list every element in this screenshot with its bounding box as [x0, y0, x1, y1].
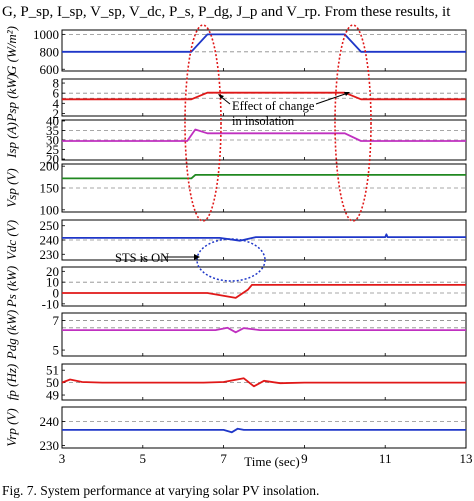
panel-4-y-tick-label: 200: [40, 159, 60, 174]
panel-3-y-tick-label: 20: [46, 152, 59, 167]
panel-2-y-tick-label: 2: [53, 106, 60, 121]
panel-7-frame: [61, 312, 467, 357]
x-tick-label: 5: [140, 451, 147, 466]
panel-9-frame: [61, 406, 467, 449]
x-axis-label: Time (sec): [244, 454, 300, 469]
panel-1-frame: [61, 29, 467, 72]
x-tick-label: 9: [301, 451, 308, 466]
insolation-ellipse-left: [184, 24, 222, 222]
panel-5-y-tick-label: 250: [40, 218, 60, 233]
insolation-arrowhead-left: [218, 94, 224, 99]
panel-1-y-tick-label: 1000: [33, 27, 59, 42]
panel-8-series-line: [61, 377, 466, 388]
panel-8-y-tick-label: 50: [46, 375, 59, 390]
panel-9-y-label: Vrp (V): [4, 408, 19, 446]
panel-3-y-tick-label: 30: [46, 133, 59, 148]
figure-caption: Fig. 7. System performance at varying so…: [2, 483, 319, 498]
panel-2-y-tick-label: 8: [53, 76, 60, 91]
sts-annotation: STS is ON: [115, 238, 266, 282]
x-axis: 3 5 7 9 11 13: [59, 451, 473, 466]
panel-6-frame: [61, 266, 467, 307]
panel-4-y-label: Vsp (V): [4, 168, 19, 207]
panel-1-y-tick-label: 600: [40, 62, 60, 77]
panel-6-y-label: Ps (kW): [4, 266, 19, 309]
panel-7-y-tick-label: 5: [53, 343, 60, 358]
panel-9-series-line: [62, 427, 466, 434]
panel-9-y-tick-label: 230: [40, 438, 60, 453]
panel-9: 230 240 Vrp (V): [4, 406, 467, 453]
panel-7-y-tick-label: 7: [53, 313, 60, 328]
insolation-arrowhead-right: [344, 92, 350, 96]
panel-8-y-label: fp (Hz): [4, 364, 19, 400]
panel-3-y-tick-label: 35: [46, 123, 59, 138]
panel-7-y-label: Pdg (kW): [4, 310, 19, 360]
insolation-annotation: Effect of change in insolation: [184, 24, 372, 222]
insolation-label: Effect of change in insolation: [232, 99, 318, 128]
panel-6-y-tick-label: -10: [42, 296, 59, 311]
x-tick-label: 11: [379, 451, 392, 466]
panel-7: 5 7 Pdg (kW): [4, 310, 467, 360]
panel-4-y-tick-label: 150: [40, 181, 60, 196]
panel-1-y-tick-label: 800: [40, 44, 60, 59]
panel-8-y-tick-label: 49: [46, 388, 59, 403]
panel-2-y-tick-label: 4: [53, 96, 60, 111]
panel-2-y-label: Psp (kW): [4, 73, 19, 122]
sts-label: STS is ON: [115, 251, 169, 265]
panel-6-y-tick-label: 20: [46, 264, 59, 279]
panel-4-y-tick-label: 100: [40, 202, 60, 217]
panel-5-y-tick-label: 240: [40, 233, 60, 248]
sts-arrowhead: [194, 254, 200, 260]
panel-6-y-tick-label: 0: [53, 286, 60, 301]
panel-5-y-label: Vdc (V): [4, 220, 19, 260]
panel-9-y-tick-label: 240: [40, 414, 60, 429]
panel-6-y-tick-label: 10: [46, 275, 59, 290]
insolation-arrow-right: [315, 92, 349, 105]
insolation-ellipse-right: [334, 24, 372, 222]
x-tick-label: 13: [460, 451, 473, 466]
panel-5-series-line: [62, 233, 466, 242]
x-tick-label: 7: [220, 451, 227, 466]
panel-8-y-tick-label: 51: [46, 363, 59, 378]
panel-5-y-tick-label: 230: [40, 247, 60, 262]
panel-4: 100 150 200 Vsp (V): [4, 159, 467, 217]
panel-2-series-line: [62, 91, 466, 101]
panel-3-y-tick-label: 40: [46, 113, 59, 128]
x-tick-label: 3: [59, 451, 66, 466]
panel-4-series-line: [62, 173, 466, 180]
panel-1-series-line: [62, 33, 466, 53]
panel-2-frame: [61, 78, 467, 117]
panel-1-y-label: G (W/m²): [4, 26, 19, 75]
panel-7-series-line: [62, 326, 466, 334]
panel-1: 600 800 1000 G (W/m²): [4, 26, 467, 77]
header-text: G, P_sp, I_sp, V_sp, V_dc, P_s, P_dg, J_…: [2, 4, 451, 20]
panel-6-series-line: [62, 283, 466, 299]
panel-3-series-line: [62, 128, 466, 142]
panel-2-y-tick-label: 6: [53, 86, 60, 101]
panel-3-y-tick-label: 25: [46, 142, 59, 157]
sts-ellipse: [196, 238, 266, 282]
panel-3-y-label: Isp (A): [4, 122, 19, 159]
